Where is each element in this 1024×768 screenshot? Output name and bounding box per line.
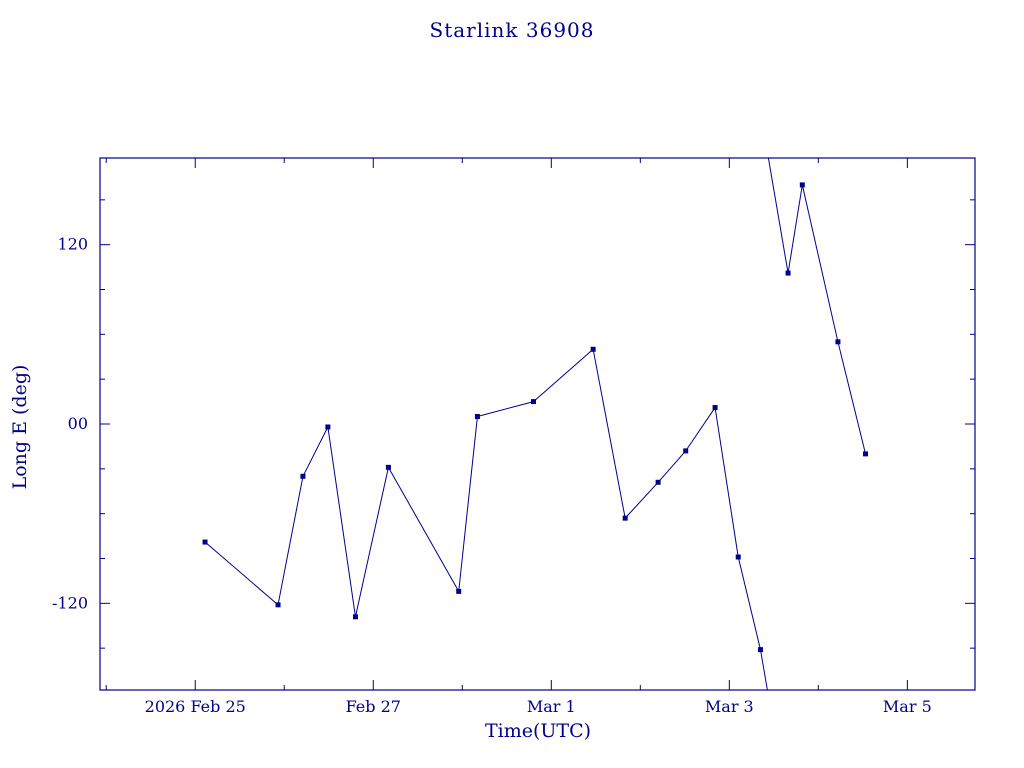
- svg-text:Mar 3: Mar 3: [705, 697, 754, 716]
- data-point-marker: [202, 539, 208, 545]
- data-point-marker: [712, 405, 718, 411]
- data-point-marker: [622, 515, 628, 521]
- data-point-marker: [300, 473, 306, 479]
- data-point-marker: [863, 451, 869, 457]
- data-point-marker: [352, 614, 358, 620]
- svg-text:Mar 5: Mar 5: [883, 697, 932, 716]
- data-point-marker: [456, 588, 462, 594]
- data-point-marker: [385, 464, 391, 470]
- svg-text:Feb 27: Feb 27: [346, 697, 401, 716]
- data-point-marker: [683, 448, 689, 454]
- data-point-marker: [785, 270, 791, 276]
- chart-title: Starlink 36908: [429, 18, 595, 42]
- svg-text:00: 00: [68, 414, 88, 433]
- data-point-marker: [590, 346, 596, 352]
- svg-text:120: 120: [57, 235, 88, 254]
- data-point-marker: [530, 399, 536, 405]
- data-point-marker: [757, 647, 763, 653]
- data-point-marker: [799, 182, 805, 188]
- data-point-marker: [474, 414, 480, 420]
- data-point-marker: [835, 339, 841, 345]
- data-point-marker: [735, 554, 741, 560]
- svg-text:2026 Feb 25: 2026 Feb 25: [145, 697, 246, 716]
- data-point-marker: [655, 479, 661, 485]
- svg-text:-120: -120: [52, 593, 88, 612]
- data-point-marker: [275, 602, 281, 608]
- data-point-marker: [325, 424, 331, 430]
- svg-text:Mar 1: Mar 1: [527, 697, 576, 716]
- x-axis-label: Time(UTC): [484, 720, 592, 742]
